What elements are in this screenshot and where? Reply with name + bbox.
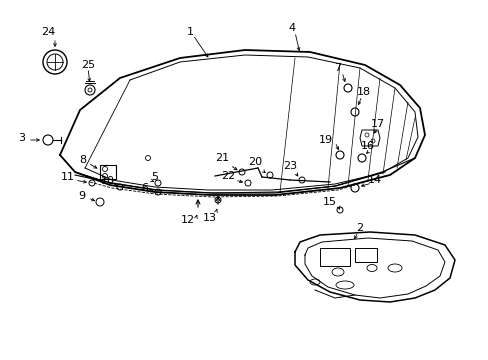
Text: 25: 25 (81, 60, 95, 70)
Text: 13: 13 (203, 213, 217, 223)
Text: 21: 21 (215, 153, 228, 163)
Text: 9: 9 (78, 191, 85, 201)
Text: 7: 7 (334, 63, 341, 73)
Bar (100, 165, 116, 179)
Bar (354, 248, 376, 262)
Text: 19: 19 (318, 135, 332, 145)
Text: 4: 4 (288, 23, 295, 33)
Text: 6: 6 (141, 183, 148, 193)
Text: 11: 11 (61, 172, 75, 182)
Text: 2: 2 (356, 223, 363, 233)
Text: 24: 24 (41, 27, 55, 37)
Text: 22: 22 (221, 171, 235, 181)
Text: 5: 5 (151, 172, 158, 182)
Text: 8: 8 (79, 155, 86, 165)
Bar (319, 248, 349, 266)
Text: 10: 10 (101, 176, 115, 186)
Text: 16: 16 (360, 141, 374, 151)
Text: 1: 1 (186, 27, 193, 37)
Text: 15: 15 (323, 197, 336, 207)
Text: 18: 18 (356, 87, 370, 97)
Text: 17: 17 (370, 119, 384, 129)
Text: 20: 20 (247, 157, 262, 167)
Text: 12: 12 (181, 215, 195, 225)
Text: 14: 14 (367, 175, 381, 185)
Text: 23: 23 (283, 161, 296, 171)
Text: 3: 3 (19, 133, 25, 143)
